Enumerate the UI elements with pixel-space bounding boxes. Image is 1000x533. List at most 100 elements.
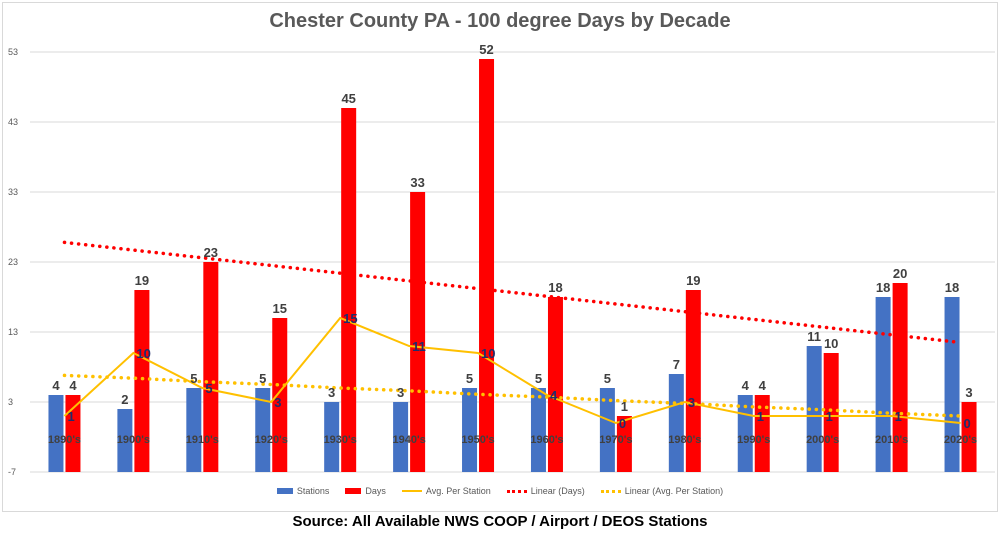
trendline-avg [62, 373, 963, 418]
data-label-avg: 0 [964, 416, 971, 431]
x-tick-label: 1890's [48, 434, 81, 446]
y-tick-label: 53 [8, 47, 18, 57]
legend-label-linear-avg: Linear (Avg. Per Station) [624, 486, 724, 496]
chart-legend: Stations Days Avg. Per Station Linear (D… [0, 486, 1000, 496]
x-tick-label: 2010's [875, 434, 908, 446]
trendline-days [62, 240, 963, 345]
data-label-stations: 11 [807, 329, 821, 344]
bar-stations [462, 388, 478, 472]
bar-stations [599, 388, 615, 472]
x-tick-label: 1930's [324, 434, 357, 446]
bar-days [203, 262, 219, 472]
data-label-stations: 4 [52, 378, 60, 393]
bar-stations [668, 374, 684, 472]
data-label-stations: 18 [876, 280, 890, 295]
bar-days [65, 395, 81, 472]
data-label-avg: 0 [619, 416, 626, 431]
data-label-days: 45 [341, 91, 355, 106]
bar-stations [806, 346, 822, 472]
data-label-days: 18 [548, 280, 562, 295]
x-tick-label: 1990's [737, 434, 770, 446]
legend-item-linear-avg: Linear (Avg. Per Station) [600, 486, 724, 496]
data-label-stations: 5 [535, 371, 542, 386]
legend-label-avg: Avg. Per Station [425, 486, 491, 496]
y-tick-label: 3 [8, 397, 13, 407]
data-label-stations: 3 [397, 385, 404, 400]
bar-stations [48, 395, 64, 472]
data-label-days: 15 [273, 301, 287, 316]
data-label-avg: 1 [757, 409, 764, 424]
data-label-days: 3 [965, 385, 972, 400]
data-label-days: 19 [686, 273, 700, 288]
bar-days [685, 290, 701, 472]
x-tick-label: 1910's [186, 434, 219, 446]
x-tick-label: 1920's [255, 434, 288, 446]
bar-days [961, 402, 977, 472]
data-label-days: 4 [69, 378, 77, 393]
data-label-avg: 11 [412, 339, 426, 354]
y-tick-label: 23 [8, 257, 18, 267]
data-label-avg: 3 [688, 395, 695, 410]
bar-days [134, 290, 150, 472]
y-tick-label: -7 [8, 467, 16, 477]
data-label-days: 23 [204, 245, 218, 260]
source-note: Source: All Available NWS COOP / Airport… [292, 513, 708, 530]
legend-label-stations: Stations [296, 486, 330, 496]
data-label-days: 10 [824, 336, 838, 351]
data-label-stations: 3 [328, 385, 335, 400]
y-tick-label: 13 [8, 327, 18, 337]
bar-stations [324, 402, 340, 472]
x-tick-label: 1980's [668, 434, 701, 446]
legend-item-stations: Stations [276, 486, 330, 496]
data-label-days: 4 [759, 378, 767, 393]
legend-item-linear-days: Linear (Days) [506, 486, 585, 496]
x-tick-label: 1970's [599, 434, 632, 446]
x-tick-label: 2000's [806, 434, 839, 446]
data-label-stations: 5 [190, 371, 197, 386]
data-label-days: 1 [621, 399, 628, 414]
data-label-stations: 7 [673, 357, 680, 372]
bar-days [410, 192, 426, 472]
bar-days [341, 108, 357, 472]
chart-title: Chester County PA - 100 degree Days by D… [269, 10, 731, 32]
bar-days [892, 283, 908, 472]
bar-stations [875, 297, 891, 472]
bar-stations [255, 388, 271, 472]
x-tick-label: 1900's [117, 434, 150, 446]
line-avg-per-station [63, 316, 961, 425]
bar-stations [117, 409, 133, 472]
x-tick-label: 1950's [461, 434, 494, 446]
data-label-avg: 10 [481, 346, 495, 361]
x-tick-label: 1940's [392, 434, 425, 446]
bar-days [272, 318, 288, 472]
bar-days [616, 416, 632, 472]
bar-days [754, 395, 770, 472]
legend-item-avg: Avg. Per Station [401, 486, 491, 496]
x-tick-label: 1960's [530, 434, 563, 446]
bar-days [547, 297, 563, 472]
legend-swatch-linear-avg [600, 489, 621, 493]
data-label-avg: 1 [67, 409, 74, 424]
y-tick-label: 33 [8, 187, 18, 197]
bar-stations [186, 388, 202, 472]
legend-item-days: Days [345, 486, 386, 496]
data-label-days: 33 [410, 175, 424, 190]
bar-stations [393, 402, 409, 472]
data-label-avg: 3 [274, 395, 281, 410]
data-label-stations: 2 [121, 392, 128, 407]
data-label-avg: 10 [136, 346, 150, 361]
legend-label-days: Days [365, 486, 386, 496]
x-tick-label: 2020's [944, 434, 977, 446]
legend-label-linear-days: Linear (Days) [530, 486, 585, 496]
legend-swatch-days [345, 488, 362, 494]
data-label-avg: 15 [343, 311, 357, 326]
data-label-avg: 1 [826, 409, 833, 424]
data-label-days: 20 [893, 266, 907, 281]
data-label-stations: 4 [742, 378, 750, 393]
bar-days [479, 59, 495, 472]
bar-days [823, 353, 839, 472]
legend-swatch-linear-days [506, 489, 527, 493]
data-label-days: 52 [479, 42, 493, 57]
legend-swatch-avg [401, 490, 422, 492]
data-label-avg: 5 [205, 381, 212, 396]
